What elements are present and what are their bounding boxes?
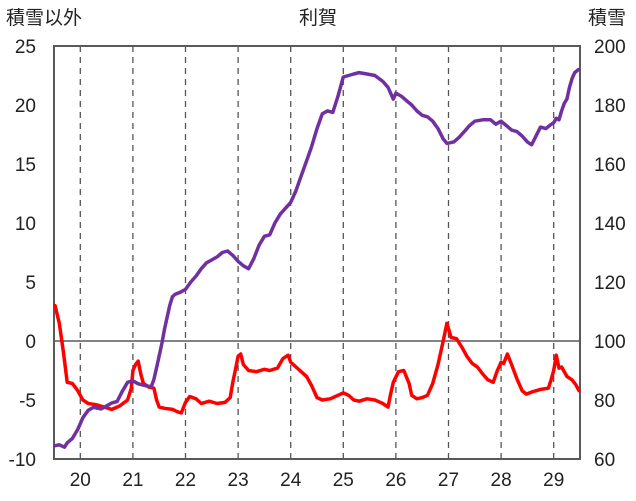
x-tick-label: 23 — [228, 470, 249, 491]
left-tick-label: 15 — [15, 155, 36, 176]
right-tick-label: 200 — [594, 37, 626, 58]
right-axis-label: 積雪 — [588, 7, 626, 29]
x-tick-label: 20 — [70, 470, 91, 491]
left-axis-ticks: 25 20 15 10 5 0 -5 -10 — [9, 37, 36, 471]
x-axis-ticks: 20 21 22 23 24 25 26 27 28 29 — [70, 470, 565, 491]
right-tick-label: 180 — [594, 96, 626, 117]
left-tick-label: -10 — [9, 450, 36, 471]
left-tick-label: 20 — [15, 96, 36, 117]
x-tick-label: 21 — [122, 470, 143, 491]
right-axis-ticks: 200 180 160 140 120 100 80 60 — [594, 37, 626, 471]
right-tick-label: 140 — [594, 214, 626, 235]
left-tick-label: -5 — [19, 391, 36, 412]
x-tick-label: 26 — [385, 470, 406, 491]
right-tick-label: 80 — [594, 391, 615, 412]
right-tick-label: 60 — [594, 450, 615, 471]
left-tick-label: 10 — [15, 214, 36, 235]
left-tick-label: 0 — [25, 332, 36, 353]
left-tick-label: 5 — [25, 273, 36, 294]
series-line-left-axis — [53, 303, 581, 415]
series-line-right-axis — [53, 67, 581, 449]
x-tick-label: 24 — [280, 470, 302, 491]
right-tick-label: 100 — [594, 332, 626, 353]
vertical-gridlines — [79, 46, 555, 459]
x-tick-label: 25 — [333, 470, 354, 491]
right-tick-label: 160 — [594, 155, 626, 176]
chart-title: 利賀 — [299, 7, 337, 29]
x-tick-label: 22 — [175, 470, 196, 491]
x-tick-label: 29 — [543, 470, 564, 491]
plot-area-frame — [53, 45, 581, 460]
x-tick-label: 28 — [491, 470, 512, 491]
series-layer — [53, 67, 581, 449]
right-tick-label: 120 — [594, 273, 626, 294]
left-axis-label: 積雪以外 — [6, 7, 82, 29]
left-tick-label: 25 — [15, 37, 36, 58]
x-tick-label: 27 — [438, 470, 459, 491]
